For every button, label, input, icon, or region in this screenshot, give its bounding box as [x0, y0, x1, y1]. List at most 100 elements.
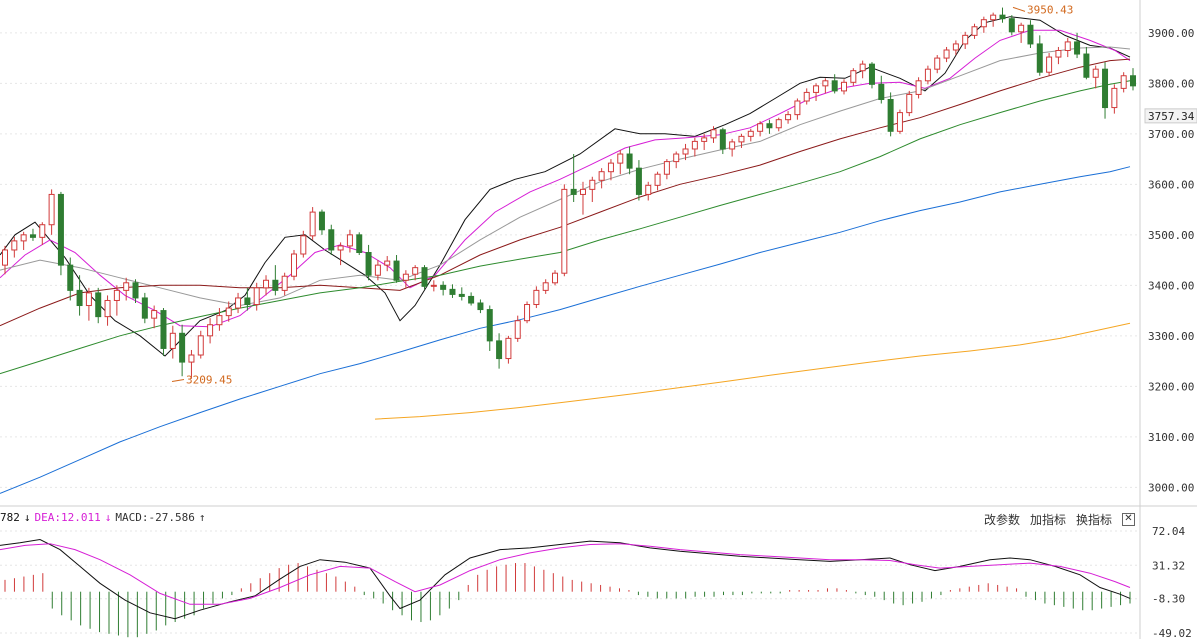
- candle-body: [803, 91, 810, 102]
- low-annotation-arrow: [171, 379, 185, 383]
- candle: [179, 324, 186, 377]
- candle: [225, 301, 232, 322]
- candle-body: [151, 310, 158, 319]
- candle: [924, 65, 931, 85]
- candle-body: [1083, 53, 1090, 78]
- candle-body: [402, 273, 409, 281]
- candle-body: [104, 299, 111, 318]
- candle: [803, 88, 810, 105]
- candle: [113, 285, 120, 316]
- candle-body: [141, 297, 148, 319]
- candle-body: [384, 260, 391, 266]
- candle: [617, 149, 624, 175]
- candle-body: [458, 293, 465, 297]
- candle: [533, 286, 540, 309]
- candle-body: [542, 282, 549, 291]
- candle-body: [123, 282, 130, 291]
- macd-dea-line: [0, 543, 1131, 605]
- candle-body: [318, 211, 325, 231]
- candle-body: [356, 234, 363, 253]
- candle: [1008, 15, 1015, 36]
- add-indicator-button[interactable]: 加指标: [1029, 512, 1066, 527]
- candle-body: [794, 100, 801, 116]
- candle: [76, 275, 83, 316]
- price-tick-label: 3800.00: [1148, 77, 1194, 90]
- price-tick-label: 3200.00: [1148, 380, 1194, 393]
- candle: [197, 330, 204, 359]
- candle-body: [2, 249, 8, 266]
- candle: [1027, 20, 1034, 48]
- candle-body: [300, 235, 307, 255]
- candle: [169, 325, 176, 359]
- candle: [207, 318, 214, 344]
- candle-body: [496, 340, 503, 360]
- candle-body: [850, 70, 857, 83]
- candle: [589, 176, 596, 202]
- candle: [561, 184, 568, 277]
- candle: [1036, 35, 1043, 76]
- candle-body: [663, 161, 670, 175]
- candle: [337, 242, 344, 266]
- candle-body: [337, 245, 344, 251]
- candle-body: [1064, 41, 1071, 52]
- switch-indicator-button[interactable]: 换指标: [1075, 512, 1112, 527]
- candle-body: [999, 14, 1006, 20]
- candle: [663, 159, 670, 180]
- candle: [906, 90, 913, 117]
- candle: [421, 265, 428, 290]
- high-annotation-arrow: [1012, 6, 1026, 12]
- candle: [673, 151, 680, 169]
- candle: [850, 68, 857, 86]
- candle: [244, 287, 251, 311]
- candle-body: [570, 188, 577, 195]
- edit-params-button[interactable]: 改参数: [983, 512, 1020, 527]
- candle: [318, 209, 325, 235]
- candle: [253, 282, 260, 311]
- candle: [542, 279, 549, 294]
- macd-tick-label: 31.32: [1152, 559, 1185, 572]
- candle-body: [868, 63, 875, 85]
- low-annotation-label: 3209.45: [186, 374, 232, 387]
- price-tick-label: 3400.00: [1148, 279, 1194, 292]
- candle: [20, 231, 27, 250]
- candle-body: [878, 83, 885, 100]
- candle: [654, 171, 661, 191]
- candle: [831, 74, 838, 94]
- candle: [990, 12, 997, 27]
- candle: [999, 7, 1006, 23]
- candle-body: [29, 234, 36, 238]
- candle-body: [729, 141, 736, 150]
- candle: [766, 119, 773, 134]
- candle: [794, 98, 801, 120]
- candle-body: [468, 295, 475, 304]
- candle: [1055, 46, 1062, 65]
- candle-body: [85, 292, 92, 307]
- candle: [980, 16, 987, 33]
- moving-average-line-6: [0, 166, 1131, 494]
- candle-body: [412, 267, 419, 275]
- close-icon[interactable]: ✕: [1122, 512, 1135, 526]
- candle-body: [887, 98, 894, 132]
- candle-body: [253, 287, 260, 306]
- macd-tick-label: 72.04: [1152, 525, 1185, 538]
- candle: [570, 154, 577, 202]
- candle: [104, 295, 111, 326]
- candle-body: [1120, 75, 1127, 89]
- candle-body: [524, 304, 531, 322]
- candle: [216, 308, 223, 331]
- candle-body: [990, 14, 997, 21]
- candle-body: [235, 297, 242, 309]
- candle-body: [1111, 87, 1118, 109]
- candle: [235, 292, 242, 314]
- candle-body: [48, 193, 55, 226]
- candle: [682, 143, 689, 161]
- arrow-down-icon: ↓: [23, 511, 31, 524]
- candle-body: [934, 57, 941, 70]
- candle-body: [197, 335, 204, 356]
- candle: [132, 279, 139, 303]
- candle-body: [607, 162, 614, 173]
- candle: [48, 189, 55, 235]
- candle-body: [1055, 50, 1062, 58]
